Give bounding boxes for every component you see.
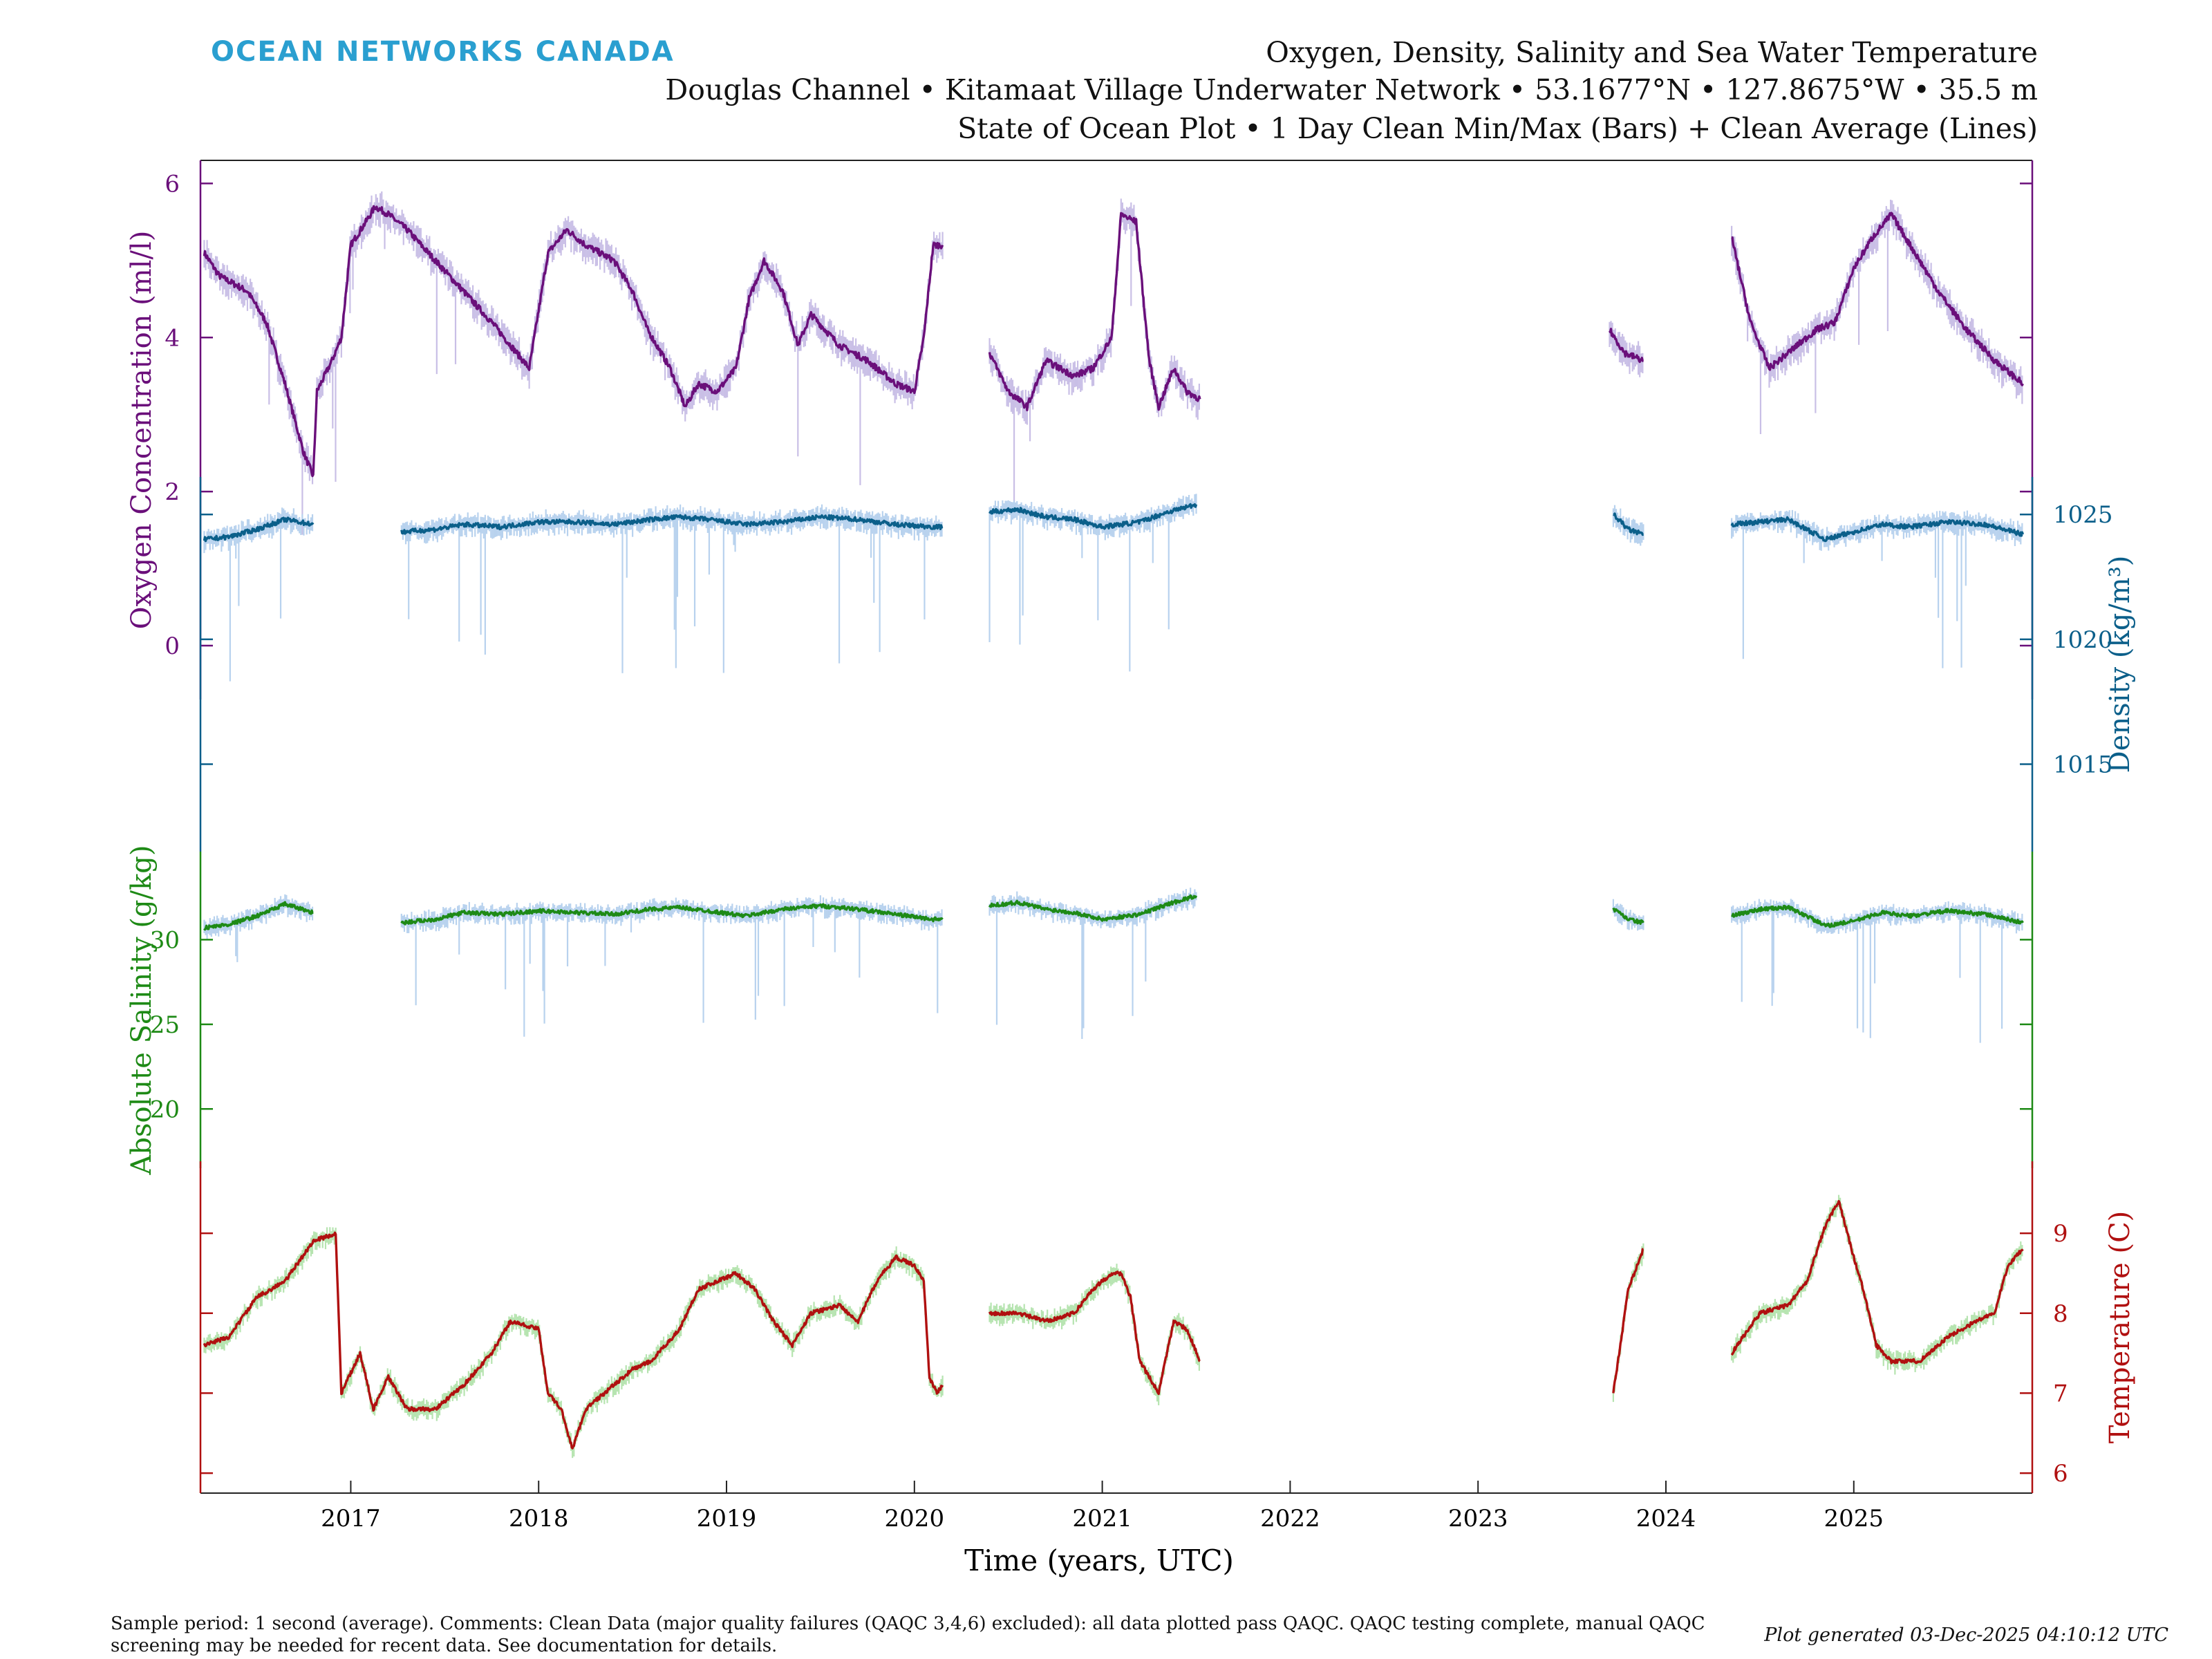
density-series-line [988,503,1198,530]
salinity-series-line [1731,904,2024,928]
plot-frame [200,160,2032,1494]
density-series-line [1730,516,2025,543]
x-tick-label: 2021 [1072,1505,1132,1533]
oxygen-tick-label: 6 [165,170,180,198]
density-tick-label: 1020 [2053,626,2113,654]
salinity-series-line [988,894,1198,922]
temperature-tick-label: 6 [2053,1460,2068,1488]
oxygen-tick-label: 4 [165,324,180,352]
x-tick-label: 2025 [1824,1505,1884,1533]
oxygen-tick-label: 2 [165,478,180,506]
x-tick-label: 2023 [1448,1505,1508,1533]
salinity-series-line [203,901,314,931]
x-tick-label: 2018 [509,1505,569,1533]
density-series-line [203,516,315,543]
temperature-series-line [203,1231,944,1450]
temperature-tick-label: 8 [2053,1300,2068,1328]
density-axis-label: Density (kg/m³) [2104,556,2136,774]
salinity-tick-label: 25 [150,1011,180,1039]
chart-subtitle-method: State of Ocean Plot • 1 Day Clean Min/Ma… [957,112,2038,145]
x-axis-label: Time (years, UTC) [964,1544,1234,1577]
temperature-axis-label: Temperature (C) [2104,1211,2136,1444]
temperature-series-line [1730,1199,2024,1365]
temperature-tick-label: 7 [2053,1380,2068,1407]
x-tick-label: 2020 [885,1505,945,1533]
salinity-axis-label: Absolute Salinity (g/kg) [126,845,158,1175]
chart-subtitle-location: Douglas Channel • Kitamaat Village Under… [665,73,2038,106]
x-tick-label: 2022 [1260,1505,1320,1533]
salinity-series-line [400,903,944,926]
oxygen-series-line [988,212,1201,411]
oxygen-series-line [203,205,944,478]
temperature-series-line [988,1271,1201,1396]
x-tick-label: 2017 [321,1505,381,1533]
chart-title: Oxygen, Density, Salinity and Sea Water … [1266,36,2038,69]
temperature-tick-label: 9 [2053,1220,2068,1248]
x-tick-label: 2019 [697,1505,757,1533]
axes-layer: 2017 2018 2019 2020 2021 2022 2023 2024 20250246… [126,160,2136,1533]
footer-comments: Sample period: 1 second (average). Comme… [111,1613,1705,1656]
plot-generated-timestamp: Plot generated 03-Dec-2025 04:10:12 UTC [1764,1624,2168,1646]
density-series-line [400,514,944,535]
series-lines-layer [203,205,2025,1450]
oxygen-axis-label: Oxygen Concentration (ml/l) [126,231,158,630]
oxygen-tick-label: 0 [165,632,180,660]
density-tick-label: 1025 [2053,501,2113,529]
temperature-series-line [1612,1248,1644,1394]
salinity-tick-label: 20 [150,1096,180,1123]
x-tick-label: 2024 [1636,1505,1696,1533]
salinity-series-line [1612,907,1644,925]
density-series-line [1613,512,1644,536]
minmax-bars-layer [203,191,2023,1459]
oxygen-series-line [1609,328,1644,364]
oxygen-series-line [1731,212,2024,386]
density-tick-label: 1015 [2053,751,2113,779]
brand-logo-text: OCEAN NETWORKS CANADA [211,36,675,68]
salinity-tick-label: 30 [150,926,180,954]
